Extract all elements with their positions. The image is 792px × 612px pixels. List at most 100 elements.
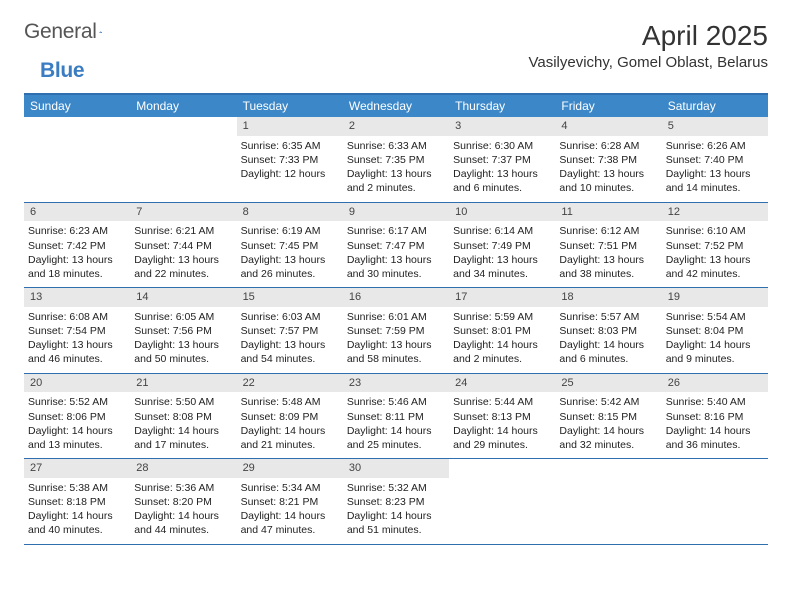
day-number: 30 (343, 459, 449, 478)
sunset-text: Sunset: 8:04 PM (666, 324, 764, 338)
sunset-text: Sunset: 8:21 PM (241, 495, 339, 509)
sunset-text: Sunset: 7:33 PM (241, 153, 339, 167)
empty-cell: . (662, 459, 768, 544)
day-cell: 8Sunrise: 6:19 AMSunset: 7:45 PMDaylight… (237, 203, 343, 288)
daylight-text: Daylight: 13 hours and 42 minutes. (666, 253, 764, 281)
sunrise-text: Sunrise: 5:50 AM (134, 395, 232, 409)
sunset-text: Sunset: 8:06 PM (28, 410, 126, 424)
day-cell: 20 Sunrise: 5:52 AMSunset: 8:06 PMDayligh… (24, 374, 130, 459)
day-number: 24 (449, 374, 555, 393)
day-header-wed: Wednesday (343, 95, 449, 117)
day-cell: 26Sunrise: 5:40 AMSunset: 8:16 PMDayligh… (662, 374, 768, 459)
sunrise-text: Sunrise: 5:52 AM (28, 395, 126, 409)
day-number: 20 (24, 374, 130, 393)
sunset-text: Sunset: 7:52 PM (666, 239, 764, 253)
sunset-text: Sunset: 8:09 PM (241, 410, 339, 424)
sunset-text: Sunset: 7:35 PM (347, 153, 445, 167)
sunrise-text: Sunrise: 5:42 AM (559, 395, 657, 409)
day-number: 7 (130, 203, 236, 222)
daylight-text: Daylight: 14 hours and 32 minutes. (559, 424, 657, 452)
sunrise-text: Sunrise: 6:19 AM (241, 224, 339, 238)
day-cell: 19 Sunrise: 5:54 AMSunset: 8:04 PMDayligh… (662, 288, 768, 373)
empty-cell: . (555, 459, 661, 544)
day-cell: 7Sunrise: 6:21 AMSunset: 7:44 PMDaylight… (130, 203, 236, 288)
day-number: 28 (130, 459, 236, 478)
day-header-row: Sunday Monday Tuesday Wednesday Thursday… (24, 95, 768, 117)
sunrise-text: Sunrise: 6:10 AM (666, 224, 764, 238)
day-cell: 12 Sunrise: 6:10 AMSunset: 7:52 PMDayligh… (662, 203, 768, 288)
daylight-text: Daylight: 13 hours and 10 minutes. (559, 167, 657, 195)
sunrise-text: Sunrise: 5:48 AM (241, 395, 339, 409)
daylight-text: Daylight: 13 hours and 14 minutes. (666, 167, 764, 195)
day-header-sat: Saturday (662, 95, 768, 117)
day-number: 26 (662, 374, 768, 393)
day-number: 6 (24, 203, 130, 222)
day-cell: 10Sunrise: 6:14 AMSunset: 7:49 PMDayligh… (449, 203, 555, 288)
sunrise-text: Sunrise: 6:12 AM (559, 224, 657, 238)
sunset-text: Sunset: 7:47 PM (347, 239, 445, 253)
sunrise-text: Sunrise: 5:57 AM (559, 310, 657, 324)
daylight-text: Daylight: 13 hours and 50 minutes. (134, 338, 232, 366)
day-cell: 14Sunrise: 6:05 AMSunset: 7:56 PMDayligh… (130, 288, 236, 373)
day-number: 4 (555, 117, 661, 136)
sunrise-text: Sunrise: 5:54 AM (666, 310, 764, 324)
week-row: ..1Sunrise: 6:35 AMSunset: 7:33 PMDaylig… (24, 117, 768, 203)
daylight-text: Daylight: 13 hours and 46 minutes. (28, 338, 126, 366)
day-number: 2 (343, 117, 449, 136)
week-row: 27Sunrise: 5:38 AMSunset: 8:18 PMDayligh… (24, 459, 768, 545)
daylight-text: Daylight: 14 hours and 25 minutes. (347, 424, 445, 452)
daylight-text: Daylight: 13 hours and 18 minutes. (28, 253, 126, 281)
day-cell: 11Sunrise: 6:12 AMSunset: 7:51 PMDayligh… (555, 203, 661, 288)
day-cell: 5Sunrise: 6:26 AMSunset: 7:40 PMDaylight… (662, 117, 768, 202)
sunrise-text: Sunrise: 6:01 AM (347, 310, 445, 324)
day-number: 25 (555, 374, 661, 393)
logo-general: General (24, 20, 97, 44)
daylight-text: Daylight: 14 hours and 13 minutes. (28, 424, 126, 452)
logo-blue-text: Blue (40, 59, 84, 83)
day-cell: 21Sunrise: 5:50 AMSunset: 8:08 PMDayligh… (130, 374, 236, 459)
weeks-container: .. 1Sunrise: 6:35 AMSunset: 7:33 PMDaylig… (24, 117, 768, 545)
sunrise-text: Sunrise: 5:36 AM (134, 481, 232, 495)
daylight-text: Daylight: 14 hours and 9 minutes. (666, 338, 764, 366)
day-number: 1 (237, 117, 343, 136)
day-cell: 17Sunrise: 5:59 AMSunset: 8:01 PMDayligh… (449, 288, 555, 373)
daylight-text: Daylight: 13 hours and 38 minutes. (559, 253, 657, 281)
day-cell: 27Sunrise: 5:38 AMSunset: 8:18 PMDayligh… (24, 459, 130, 544)
sunrise-text: Sunrise: 5:34 AM (241, 481, 339, 495)
logo: General (24, 20, 121, 44)
sunset-text: Sunset: 8:01 PM (453, 324, 551, 338)
day-number: 12 (662, 203, 768, 222)
day-cell: 2Sunrise: 6:33 AMSunset: 7:35 PMDaylight… (343, 117, 449, 202)
daylight-text: Daylight: 14 hours and 51 minutes. (347, 509, 445, 537)
sunset-text: Sunset: 8:11 PM (347, 410, 445, 424)
daylight-text: Daylight: 13 hours and 2 minutes. (347, 167, 445, 195)
sunset-text: Sunset: 7:59 PM (347, 324, 445, 338)
week-row: 20Sunrise: 5:52 AMSunset: 8:06 PMDayligh… (24, 374, 768, 460)
day-number: 16 (343, 288, 449, 307)
day-cell: 18Sunrise: 5:57 AMSunset: 8:03 PMDayligh… (555, 288, 661, 373)
sunset-text: Sunset: 8:03 PM (559, 324, 657, 338)
day-number: 11 (555, 203, 661, 222)
day-cell: 13Sunrise: 6:08 AMSunset: 7:54 PMDayligh… (24, 288, 130, 373)
day-cell: 1Sunrise: 6:35 AMSunset: 7:33 PMDaylight… (237, 117, 343, 202)
sunset-text: Sunset: 8:08 PM (134, 410, 232, 424)
daylight-text: Daylight: 13 hours and 22 minutes. (134, 253, 232, 281)
daylight-text: Daylight: 14 hours and 36 minutes. (666, 424, 764, 452)
day-number: 5 (662, 117, 768, 136)
day-number: 3 (449, 117, 555, 136)
week-row: 6Sunrise: 6:23 AMSunset: 7:42 PMDaylight… (24, 203, 768, 289)
sunrise-text: Sunrise: 5:59 AM (453, 310, 551, 324)
sunset-text: Sunset: 7:42 PM (28, 239, 126, 253)
sunset-text: Sunset: 8:20 PM (134, 495, 232, 509)
day-number: 10 (449, 203, 555, 222)
daylight-text: Daylight: 13 hours and 6 minutes. (453, 167, 551, 195)
daylight-text: Daylight: 14 hours and 44 minutes. (134, 509, 232, 537)
daylight-text: Daylight: 14 hours and 17 minutes. (134, 424, 232, 452)
sunset-text: Sunset: 7:37 PM (453, 153, 551, 167)
day-number: 15 (237, 288, 343, 307)
sunrise-text: Sunrise: 5:38 AM (28, 481, 126, 495)
daylight-text: Daylight: 14 hours and 40 minutes. (28, 509, 126, 537)
day-number: 19 (662, 288, 768, 307)
day-number: 18 (555, 288, 661, 307)
title-block: April 2025 Vasilyevichy, Gomel Oblast, B… (528, 20, 768, 77)
